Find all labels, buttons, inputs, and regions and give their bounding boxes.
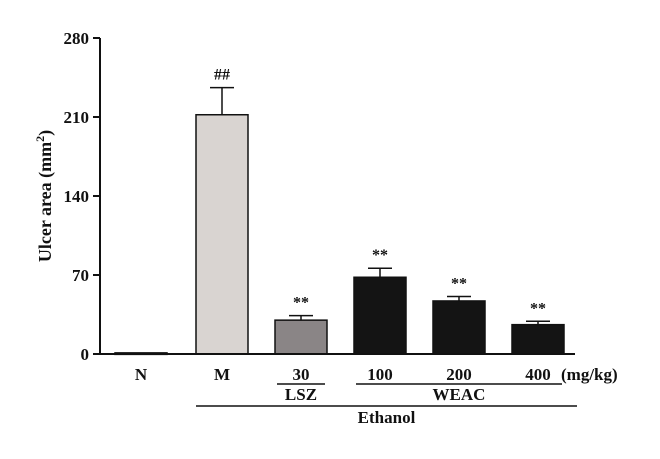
y-tick-label: 210 <box>64 108 90 127</box>
x-unit-label: (mg/kg) <box>561 365 618 384</box>
significance-label: ** <box>451 275 467 292</box>
x-tick-label: 30 <box>293 365 310 384</box>
significance-label: ** <box>372 247 388 264</box>
x-tick-label: 100 <box>367 365 393 384</box>
group-label: WEAC <box>433 385 486 404</box>
y-tick-label: 280 <box>64 29 90 48</box>
y-axis-label-close: ) <box>35 130 56 136</box>
y-axis-label-text: Ulcer area (mm <box>35 142 56 262</box>
significance-label: ** <box>530 300 546 317</box>
significance-label: ** <box>293 295 309 312</box>
group-label: Ethanol <box>358 408 416 427</box>
group-label: LSZ <box>285 385 317 404</box>
y-axis-label-superscript: 2 <box>33 136 47 142</box>
x-tick-label: 200 <box>446 365 472 384</box>
bar <box>195 113 249 355</box>
x-axis: N M 30 100 200 400 (mg/kg) <box>100 353 618 384</box>
x-tick-label: M <box>214 365 230 384</box>
x-tick-label: N <box>135 365 148 384</box>
y-axis: 0 70 140 210 280 <box>64 29 101 364</box>
y-tick-label: 0 <box>81 345 90 364</box>
y-tick-label: 70 <box>72 266 89 285</box>
bar <box>432 300 486 355</box>
bar <box>353 276 407 355</box>
y-tick-label: 140 <box>64 187 90 206</box>
group-brackets: LSZ WEAC Ethanol <box>196 383 577 427</box>
x-tick-label: 400 <box>525 365 551 384</box>
bars: ## ** ** ** ** <box>114 67 565 356</box>
bar <box>511 323 565 355</box>
significance-label: ## <box>214 67 230 84</box>
y-axis-label: Ulcer area (mm2) <box>33 130 56 262</box>
bar <box>274 319 328 355</box>
